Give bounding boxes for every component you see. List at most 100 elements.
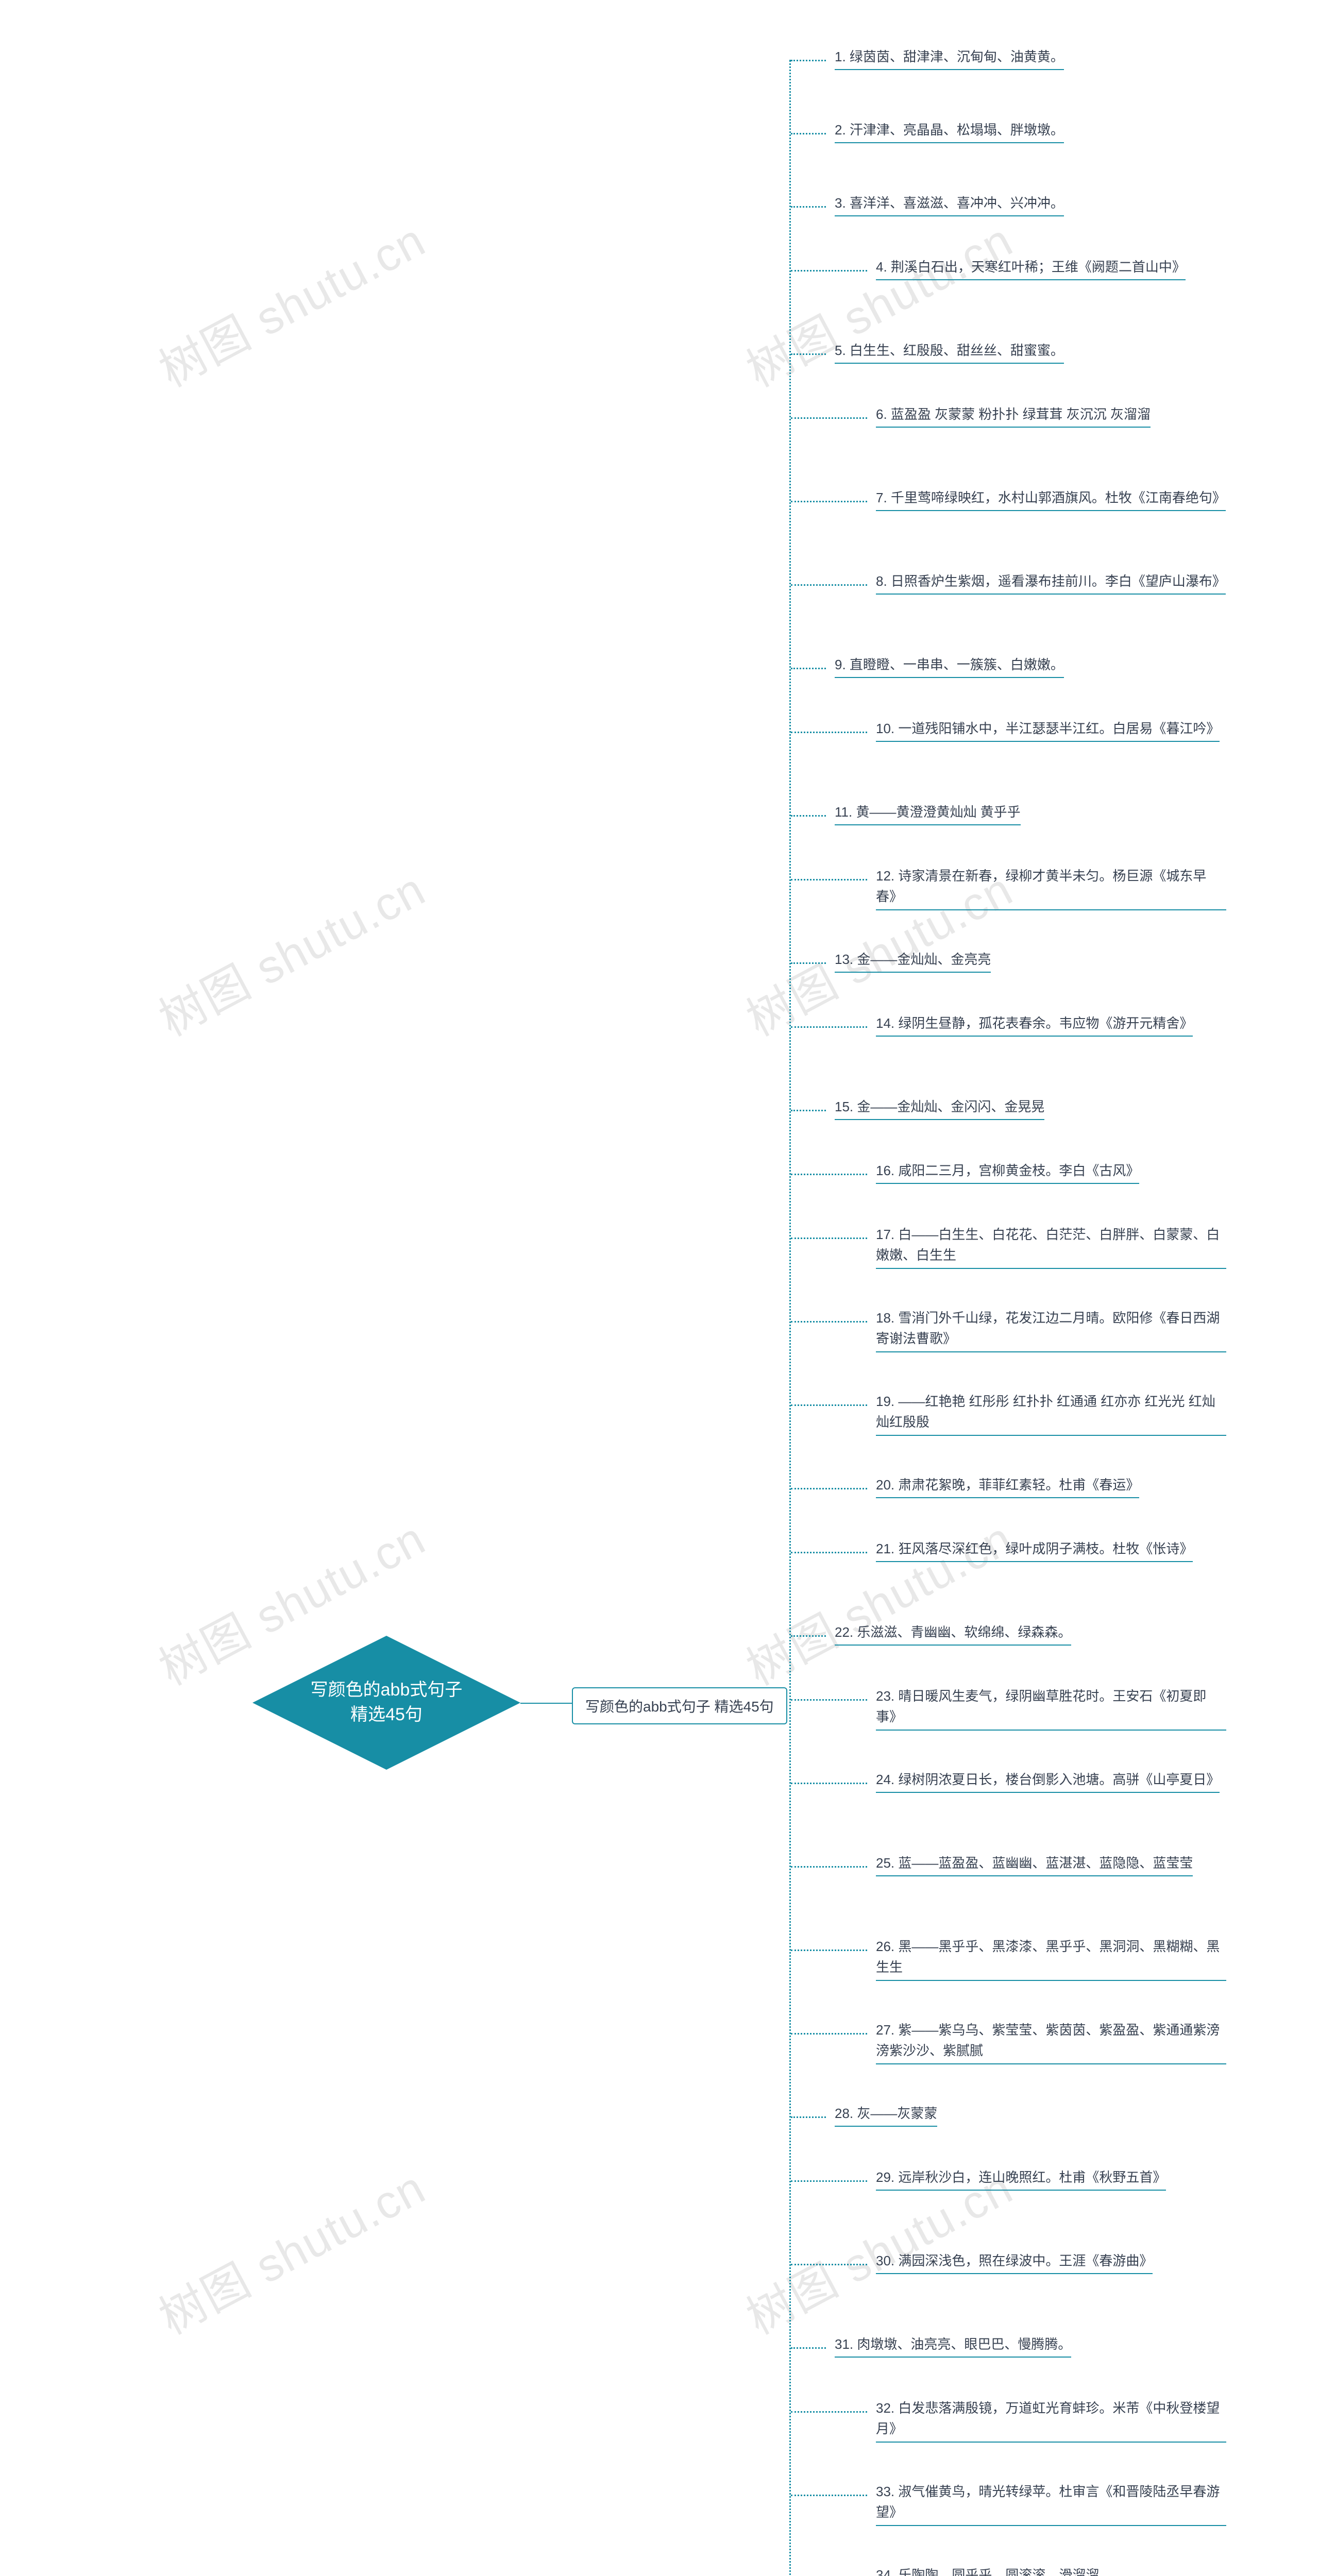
leaf-item: 5. 白生生、红殷殷、甜丝丝、甜蜜蜜。 <box>835 340 1064 361</box>
leaf-item: 13. 金——金灿灿、金亮亮 <box>835 949 991 970</box>
leaf-underline <box>876 1268 1226 1269</box>
leaf-connector <box>791 2411 867 2413</box>
leaf-underline <box>835 69 1064 70</box>
leaf-underline <box>876 909 1226 910</box>
leaf-item: 10. 一道残阳铺水中，半江瑟瑟半江红。白居易《暮江吟》 <box>876 718 1220 739</box>
leaf-item: 21. 狂风落尽深红色，绿叶成阴子满枝。杜牧《怅诗》 <box>876 1538 1193 1559</box>
spine-line <box>789 60 791 2576</box>
leaf-underline <box>876 279 1186 280</box>
leaf-connector <box>791 815 826 817</box>
leaf-item: 26. 黑——黑乎乎、黑漆漆、黑乎乎、黑洞洞、黑糊糊、黑生生 <box>876 1936 1226 1978</box>
leaf-underline <box>876 1792 1220 1793</box>
leaf-underline <box>876 1980 1226 1981</box>
leaf-underline <box>876 1561 1193 1562</box>
watermark: 树图 shutu.cn <box>146 203 435 399</box>
leaf-underline <box>835 142 1064 143</box>
leaf-underline <box>835 972 991 973</box>
leaf-item: 22. 乐滋滋、青幽幽、软绵绵、绿森森。 <box>835 1622 1071 1642</box>
leaf-item: 25. 蓝——蓝盈盈、蓝幽幽、蓝湛湛、蓝隐隐、蓝莹莹 <box>876 1853 1193 1873</box>
leaf-underline <box>835 215 1064 216</box>
leaf-underline <box>835 2357 1071 2358</box>
leaf-item: 2. 汗津津、亮晶晶、松塌塌、胖墩墩。 <box>835 120 1064 140</box>
leaf-connector <box>791 1950 867 1951</box>
leaf-item: 33. 淑气催黄鸟，晴光转绿苹。杜审言《和晋陵陆丞早春游望》 <box>876 2481 1226 2523</box>
leaf-connector <box>791 270 867 272</box>
leaf-underline <box>876 1435 1226 1436</box>
leaf-connector <box>791 1699 867 1701</box>
leaf-item: 27. 紫——紫乌乌、紫莹莹、紫茵茵、紫盈盈、紫通通紫滂滂紫沙沙、紫腻腻 <box>876 2020 1226 2061</box>
leaf-underline <box>835 363 1064 364</box>
leaf-underline <box>835 677 1064 678</box>
leaf-item: 9. 直瞪瞪、一串串、一簇簇、白嫩嫩。 <box>835 654 1064 675</box>
leaf-connector <box>791 1238 867 1239</box>
leaf-connector <box>791 962 826 964</box>
leaf-item: 16. 咸阳二三月，宫柳黄金枝。李白《古风》 <box>876 1160 1139 1181</box>
leaf-item: 8. 日照香炉生紫烟，遥看瀑布挂前川。李白《望庐山瀑布》 <box>876 571 1226 591</box>
watermark: 树图 shutu.cn <box>733 203 1023 399</box>
watermark: 树图 shutu.cn <box>146 852 435 1048</box>
leaf-item: 14. 绿阴生昼静，孤花表春余。韦应物《游开元精舍》 <box>876 1013 1193 1033</box>
leaf-underline <box>835 1645 1071 1646</box>
leaf-underline <box>876 1183 1139 1184</box>
leaf-connector <box>791 2180 867 2182</box>
leaf-connector <box>791 501 867 502</box>
leaf-item: 7. 千里莺啼绿映红，水村山郭酒旗风。杜牧《江南春绝句》 <box>876 487 1226 508</box>
leaf-item: 31. 肉墩墩、油亮亮、眼巴巴、慢腾腾。 <box>835 2334 1071 2354</box>
leaf-underline <box>876 594 1226 595</box>
leaf-underline <box>835 824 1021 825</box>
leaf-item: 34. 乐陶陶、圆乎乎、圆滚滚、滑溜溜。 <box>876 2565 1112 2576</box>
root-text: 写颜色的abb式句子精选45句 <box>252 1636 520 1770</box>
leaf-item: 19. ——红艳艳 红彤彤 红扑扑 红通通 红亦亦 红光光 红灿灿红殷殷 <box>876 1391 1226 1433</box>
leaf-underline <box>835 2126 937 2127</box>
leaf-item: 28. 灰——灰蒙蒙 <box>835 2103 937 2124</box>
leaf-connector <box>791 2495 867 2496</box>
leaf-connector <box>791 732 867 733</box>
leaf-connector <box>791 1783 867 1784</box>
leaf-item: 1. 绿茵茵、甜津津、沉甸甸、油黄黄。 <box>835 46 1064 67</box>
leaf-underline <box>876 2063 1226 2064</box>
leaf-item: 6. 蓝盈盈 灰蒙蒙 粉扑扑 绿茸茸 灰沉沉 灰溜溜 <box>876 404 1151 425</box>
leaf-item: 12. 诗家清景在新春，绿柳才黄半未匀。杨巨源《城东早春》 <box>876 866 1226 907</box>
leaf-item: 32. 白发悲落满殷镜，万道虹光育蚌珍。米芾《中秋登楼望月》 <box>876 2398 1226 2439</box>
watermark: 树图 shutu.cn <box>733 1501 1023 1698</box>
leaf-connector <box>791 1174 867 1175</box>
leaf-connector <box>791 2116 826 2118</box>
connector-root-sub <box>520 1703 572 1704</box>
leaf-item: 18. 雪消门外千山绿，花发江边二月晴。欧阳修《春日西湖寄谢法曹歌》 <box>876 1308 1226 1349</box>
leaf-item: 15. 金——金灿灿、金闪闪、金晃晃 <box>835 1096 1044 1117</box>
leaf-connector <box>791 60 826 61</box>
leaf-connector <box>791 1026 867 1028</box>
leaf-item: 17. 白——白生生、白花花、白茫茫、白胖胖、白蒙蒙、白嫩嫩、白生生 <box>876 1224 1226 1266</box>
leaf-underline <box>876 1036 1193 1037</box>
leaf-underline <box>876 2442 1226 2443</box>
leaf-connector <box>791 206 826 208</box>
leaf-item: 20. 肃肃花絮晚，菲菲红素轻。杜甫《春运》 <box>876 1475 1139 1495</box>
leaf-item: 11. 黄——黄澄澄黄灿灿 黄乎乎 <box>835 802 1021 822</box>
leaf-item: 3. 喜洋洋、喜滋滋、喜冲冲、兴冲冲。 <box>835 193 1064 213</box>
leaf-connector <box>791 879 867 880</box>
leaf-underline <box>876 1730 1226 1731</box>
watermark: 树图 shutu.cn <box>146 2150 435 2347</box>
leaf-item: 23. 晴日暖风生麦气，绿阴幽草胜花时。王安石《初夏即事》 <box>876 1686 1226 1727</box>
root-node: 写颜色的abb式句子精选45句 <box>252 1636 520 1770</box>
leaf-underline <box>876 1497 1139 1498</box>
leaf-connector <box>791 1635 826 1637</box>
leaf-connector <box>791 584 867 586</box>
leaf-underline <box>876 1351 1226 1352</box>
leaf-underline <box>876 2190 1166 2191</box>
leaf-connector <box>791 1552 867 1553</box>
sub-node: 写颜色的abb式句子 精选45句 <box>572 1687 787 1724</box>
leaf-connector <box>791 2033 867 2035</box>
leaf-connector <box>791 2347 826 2349</box>
leaf-underline <box>876 1875 1193 1876</box>
leaf-connector <box>791 2264 867 2265</box>
leaf-connector <box>791 1866 867 1868</box>
leaf-item: 29. 远岸秋沙白，连山晚照红。杜甫《秋野五首》 <box>876 2167 1166 2188</box>
leaf-connector <box>791 1110 826 1111</box>
leaf-connector <box>791 1488 867 1489</box>
leaf-connector <box>791 133 826 134</box>
leaf-underline <box>835 1119 1044 1120</box>
leaf-connector <box>791 1404 867 1406</box>
leaf-underline <box>876 510 1226 511</box>
leaf-underline <box>876 2525 1226 2526</box>
